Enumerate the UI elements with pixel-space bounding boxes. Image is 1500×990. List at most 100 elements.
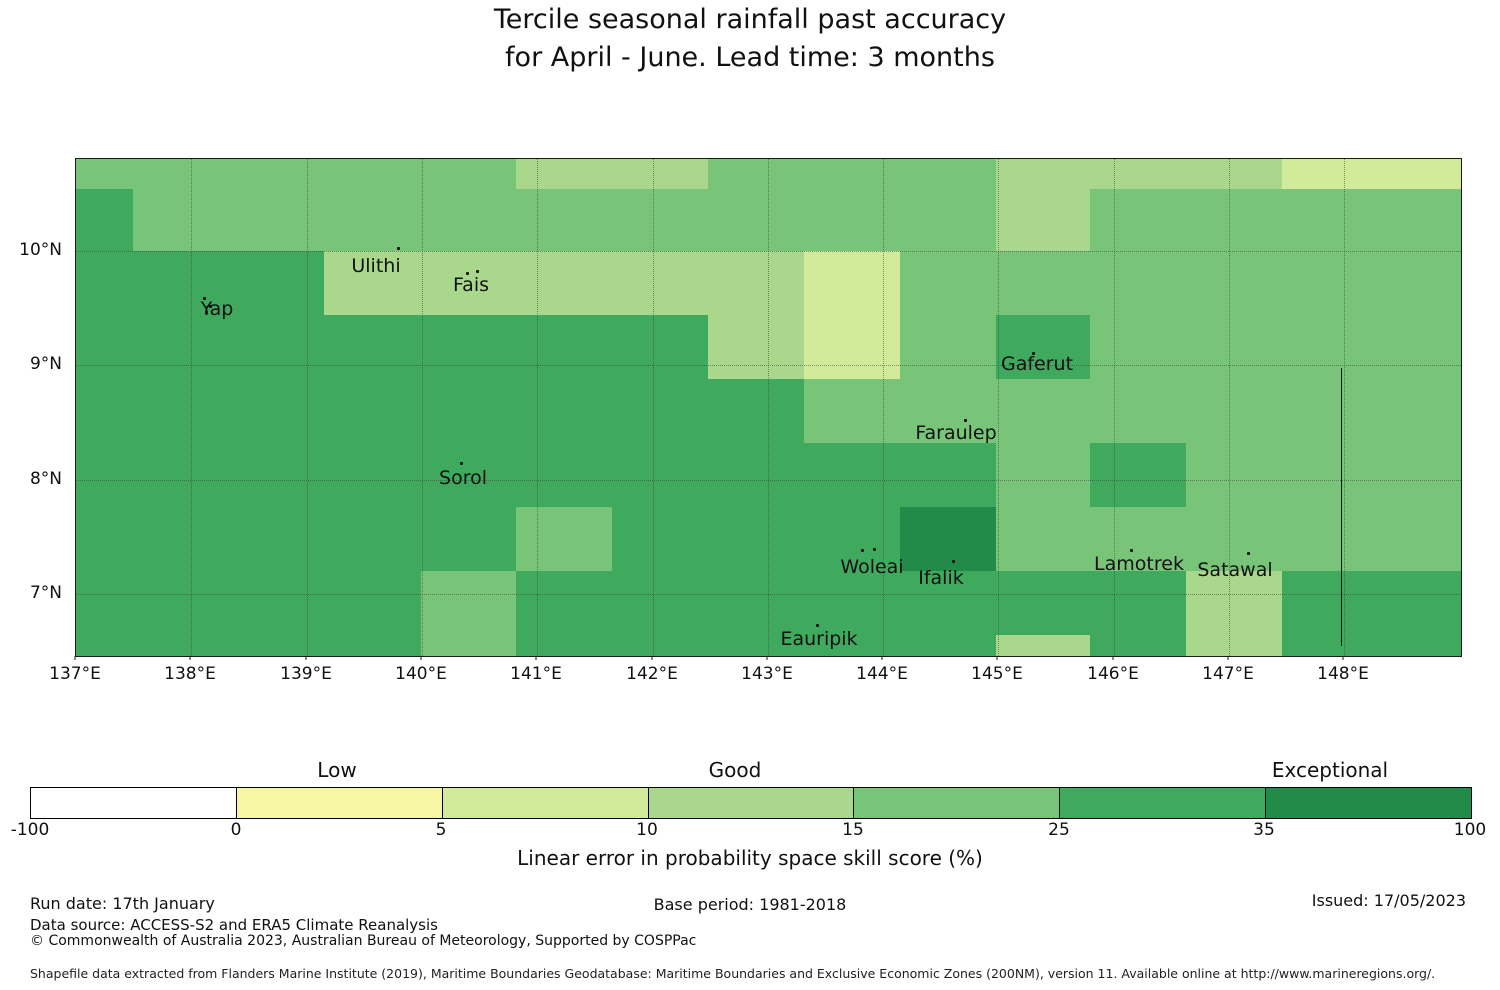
- heatmap-cell: [708, 379, 804, 443]
- heatmap-cell: [516, 571, 612, 635]
- island-label: Lamotrek: [1094, 553, 1184, 575]
- heatmap-cell: [324, 159, 421, 189]
- island-label: Gaferut: [1000, 353, 1074, 375]
- heatmap-cell: [228, 571, 324, 635]
- meridian-gridline: [883, 159, 884, 656]
- colorbar-segment: [854, 788, 1061, 818]
- heatmap-cell: [612, 635, 708, 656]
- colorbar-axis-label: Linear error in probability space skill …: [517, 846, 983, 870]
- y-axis-tick-label: 8°N: [29, 469, 62, 489]
- heatmap-cell: [1186, 443, 1282, 507]
- x-axis-tick-mark: [1342, 656, 1344, 660]
- heatmap-cell: [76, 189, 133, 251]
- parallel-gridline: [76, 594, 1461, 595]
- heatmap-cell: [1378, 159, 1461, 189]
- island-marker-dot: [873, 548, 876, 551]
- footer-copyright: © Commonwealth of Australia 2023, Austra…: [30, 933, 697, 949]
- heatmap-cell: [996, 507, 1090, 571]
- island-marker-dot: [476, 270, 479, 273]
- heatmap-cell: [421, 315, 516, 379]
- heatmap-cell: [900, 635, 996, 656]
- heatmap-cell: [324, 443, 421, 507]
- x-axis-tick-mark: [420, 656, 422, 660]
- heatmap-cell: [1378, 443, 1461, 507]
- heatmap-cell: [516, 635, 612, 656]
- heatmap-cell: [324, 507, 421, 571]
- heatmap-cell: [1282, 189, 1378, 251]
- meridian-gridline: [1114, 159, 1115, 656]
- heatmap-cell: [900, 571, 996, 635]
- heatmap-cell: [900, 507, 996, 571]
- heatmap-cell: [516, 189, 612, 251]
- island-marker-dot: [460, 462, 463, 465]
- heatmap-cell: [421, 159, 516, 189]
- island-label: Woleai: [840, 556, 904, 578]
- colorbar-category-label: Exceptional: [1271, 758, 1389, 782]
- island-marker-dot: [964, 419, 967, 422]
- y-axis-tick-label: 10°N: [19, 240, 62, 260]
- island-marker-dot: [861, 549, 864, 552]
- heatmap-cell: [708, 507, 804, 571]
- heatmap-cell: [996, 315, 1090, 379]
- y-axis-tick-label: 9°N: [29, 354, 62, 374]
- island-marker-dot: [205, 311, 208, 314]
- x-axis-tick-label: 147°E: [1202, 664, 1254, 684]
- x-axis-tick-mark: [305, 656, 307, 660]
- chart-title-line2: for April - June. Lead time: 3 months: [505, 42, 995, 73]
- heatmap-cell: [708, 571, 804, 635]
- heatmap-cell: [421, 507, 516, 571]
- heatmap-cell: [133, 251, 228, 315]
- x-axis-tick-mark: [74, 656, 76, 660]
- heatmap-cell: [324, 251, 421, 315]
- heatmap-cell: [900, 379, 996, 443]
- island-marker-dot: [203, 297, 206, 300]
- colorbar-segment: [1060, 788, 1267, 818]
- heatmap-cell: [1186, 379, 1282, 443]
- heatmap-cell: [708, 159, 804, 189]
- heatmap-cell: [1282, 251, 1378, 315]
- heatmap-cell: [324, 379, 421, 443]
- heatmap-cell: [1378, 571, 1461, 635]
- x-axis-tick-mark: [996, 656, 998, 660]
- heatmap-cell: [900, 315, 996, 379]
- island-marker-dot: [1247, 552, 1250, 555]
- heatmap-cell: [612, 379, 708, 443]
- heatmap-cell: [76, 251, 133, 315]
- heatmap-cell: [1090, 251, 1186, 315]
- island-label: Sorol: [439, 467, 487, 489]
- heatmap-cell: [421, 251, 516, 315]
- heatmap-cell: [76, 571, 133, 635]
- heatmap-cell: [76, 315, 133, 379]
- heatmap-cell: [804, 571, 900, 635]
- heatmap-cell: [421, 189, 516, 251]
- island-marker-dot: [816, 624, 819, 627]
- heatmap-cell: [133, 507, 228, 571]
- heatmap-cell: [1090, 189, 1186, 251]
- heatmap-cell: [1282, 379, 1378, 443]
- heatmap-cell: [612, 571, 708, 635]
- meridian-gridline: [768, 159, 769, 656]
- heatmap-cell: [612, 507, 708, 571]
- heatmap-cell: [516, 507, 612, 571]
- heatmap-cell: [804, 443, 900, 507]
- heatmap-cell: [133, 571, 228, 635]
- x-axis-tick-label: 142°E: [626, 664, 678, 684]
- meridian-gridline: [537, 159, 538, 656]
- heatmap-cell: [1090, 443, 1186, 507]
- colorbar-segment: [442, 788, 649, 818]
- island-label: Fais: [452, 274, 490, 296]
- heatmap-cell: [1282, 315, 1378, 379]
- x-axis-tick-label: 141°E: [510, 664, 562, 684]
- heatmap-cell: [516, 315, 612, 379]
- heatmap-cell: [76, 507, 133, 571]
- colorbar-category-label: Low: [317, 758, 357, 782]
- colorbar-tick-label: -100: [10, 820, 50, 840]
- heatmap-cell: [421, 443, 516, 507]
- heatmap-cell: [1378, 507, 1461, 571]
- x-axis-tick-mark: [189, 656, 191, 660]
- heatmap-cell: [996, 571, 1090, 635]
- heatmap-cell: [708, 315, 804, 379]
- heatmap-cell: [1378, 251, 1461, 315]
- heatmap-cell: [900, 443, 996, 507]
